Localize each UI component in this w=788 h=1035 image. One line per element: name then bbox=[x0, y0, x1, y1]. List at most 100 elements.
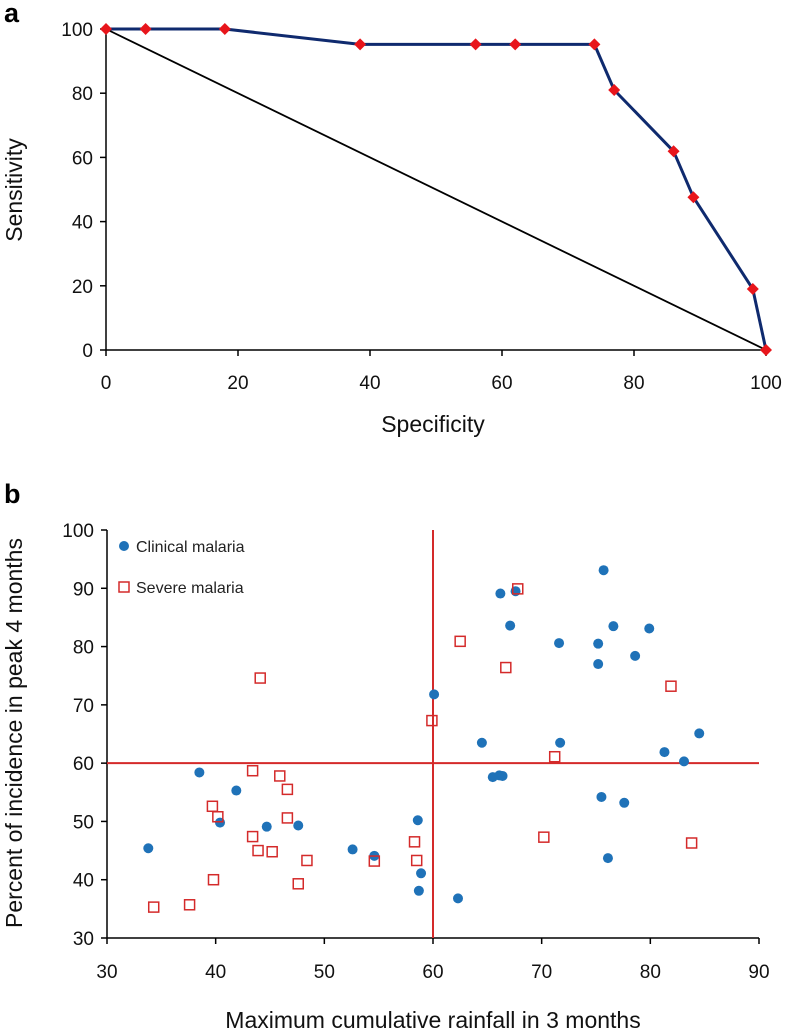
clinical-malaria-point bbox=[143, 843, 154, 854]
clinical-malaria-point bbox=[598, 565, 609, 576]
roc-markers bbox=[100, 23, 772, 356]
panel-b-x-label: Maximum cumulative rainfall in 3 months bbox=[225, 1007, 640, 1033]
clinical-malaria-point bbox=[644, 623, 655, 634]
clinical-malaria-point bbox=[495, 588, 506, 599]
clinical-malaria-point bbox=[261, 821, 272, 832]
roc-point bbox=[687, 191, 700, 204]
severe-malaria-point bbox=[292, 878, 305, 890]
legend-clinical-label: Clinical malaria bbox=[136, 539, 245, 556]
severe-malaria-point bbox=[408, 836, 421, 848]
clinical-malaria-point bbox=[554, 638, 565, 649]
panel-b-ticks: 30 40 50 60 70 80 90 30 40 50 60 70 80 90 100 bbox=[62, 521, 769, 983]
panel-b-y-tick-label: 70 bbox=[73, 696, 94, 717]
severe-malaria-point bbox=[410, 854, 423, 867]
panel-b-x-tick-label: 30 bbox=[96, 962, 117, 983]
panel-b-y-tick-label: 30 bbox=[73, 929, 94, 950]
roc-point bbox=[608, 83, 621, 96]
roc-point bbox=[509, 38, 522, 51]
scatter-points bbox=[143, 565, 705, 913]
clinical-malaria-point bbox=[476, 737, 487, 748]
clinical-malaria-point bbox=[293, 820, 304, 831]
panel-a-y-tick-label: 100 bbox=[61, 20, 93, 41]
severe-malaria-point bbox=[512, 583, 524, 595]
panel-a-y-tick-label: 20 bbox=[72, 277, 93, 298]
clinical-malaria-point bbox=[679, 756, 690, 767]
panel-a-y-tick-label: 40 bbox=[72, 213, 93, 234]
panel-b-y-tick-label: 100 bbox=[62, 521, 94, 542]
panel-b-label: b bbox=[4, 479, 21, 509]
panel-a-x-tick-label: 100 bbox=[750, 373, 782, 394]
severe-malaria-point bbox=[548, 750, 561, 763]
legend-clinical-marker bbox=[119, 541, 129, 551]
clinical-malaria-point bbox=[497, 770, 508, 781]
clinical-malaria-point bbox=[630, 650, 641, 661]
clinical-malaria-point bbox=[231, 785, 242, 796]
panel-b-x-tick-label: 70 bbox=[531, 962, 552, 983]
clinical-malaria-point bbox=[555, 737, 566, 748]
severe-malaria-point bbox=[685, 837, 698, 849]
panel-b-x-tick-label: 60 bbox=[422, 962, 443, 983]
severe-malaria-point bbox=[274, 770, 286, 782]
legend-severe-label: Severe malaria bbox=[136, 580, 244, 597]
roc-curve-line bbox=[106, 27, 768, 351]
reference-diagonal-line bbox=[105, 28, 767, 351]
severe-malaria-point bbox=[183, 899, 196, 911]
severe-malaria-point bbox=[301, 854, 313, 867]
clinical-malaria-point bbox=[596, 791, 607, 802]
severe-malaria-point bbox=[266, 845, 278, 858]
panel-b: b 30 40 50 60 70 80 90 30 40 50 60 70 80 90 100 Maximu… bbox=[1, 479, 770, 1033]
panel-b-x-tick-label: 50 bbox=[314, 962, 335, 983]
roc-point bbox=[100, 23, 112, 35]
panel-a-y-label: Sensitivity bbox=[1, 138, 27, 242]
legend: Clinical malaria Severe malaria bbox=[118, 539, 245, 597]
severe-malaria-point bbox=[206, 800, 219, 813]
panel-a-x-tick-label: 40 bbox=[359, 373, 380, 394]
clinical-malaria-point bbox=[429, 689, 440, 700]
legend-severe-marker bbox=[118, 581, 130, 593]
panel-b-y-tick-label: 90 bbox=[73, 579, 94, 600]
severe-malaria-point bbox=[454, 635, 466, 648]
clinical-malaria-point bbox=[602, 853, 613, 864]
roc-point bbox=[218, 23, 231, 35]
panel-a-x-tick-label: 80 bbox=[623, 373, 644, 394]
clinical-malaria-point bbox=[416, 868, 427, 879]
panel-b-y-tick-label: 60 bbox=[73, 754, 94, 775]
clinical-malaria-point bbox=[452, 893, 463, 904]
panel-b-y-tick-label: 50 bbox=[73, 812, 94, 833]
severe-malaria-point bbox=[147, 901, 160, 913]
panel-b-x-tick-label: 90 bbox=[748, 962, 769, 983]
panel-a-x-tick-label: 20 bbox=[227, 373, 248, 394]
clinical-malaria-point bbox=[593, 638, 604, 649]
severe-malaria-point bbox=[281, 812, 294, 824]
clinical-malaria-point bbox=[194, 767, 205, 778]
clinical-malaria-point bbox=[619, 797, 630, 808]
roc-point bbox=[667, 145, 680, 158]
clinical-malaria-point bbox=[412, 815, 423, 826]
roc-point bbox=[588, 38, 601, 51]
roc-point bbox=[746, 283, 759, 296]
clinical-malaria-point bbox=[659, 747, 670, 758]
roc-point bbox=[469, 38, 482, 51]
panel-b-x-tick-label: 40 bbox=[205, 962, 226, 983]
clinical-malaria-point bbox=[593, 659, 604, 670]
panel-b-y-label: Percent of incidence in peak 4 months bbox=[1, 538, 27, 928]
clinical-malaria-point bbox=[413, 885, 424, 896]
severe-malaria-point bbox=[252, 844, 264, 857]
panel-a-x-label: Specificity bbox=[381, 411, 485, 437]
panel-a-x-tick-label: 0 bbox=[101, 373, 112, 394]
severe-malaria-point bbox=[665, 680, 677, 692]
severe-malaria-point bbox=[281, 783, 294, 796]
clinical-malaria-point bbox=[347, 844, 358, 855]
clinical-malaria-point bbox=[608, 621, 619, 632]
panel-a-label: a bbox=[4, 0, 20, 28]
severe-malaria-point bbox=[212, 811, 224, 823]
severe-malaria-point bbox=[426, 714, 438, 727]
panel-a-ticks: 0 20 40 60 80 100 0 20 40 60 80 100 bbox=[61, 20, 782, 394]
severe-malaria-point bbox=[246, 764, 259, 777]
panel-b-x-tick-label: 80 bbox=[640, 962, 661, 983]
roc-point bbox=[354, 38, 367, 51]
roc-point bbox=[139, 23, 152, 35]
panel-b-y-tick-label: 40 bbox=[73, 871, 94, 892]
clinical-malaria-point bbox=[505, 620, 516, 631]
clinical-malaria-point bbox=[694, 728, 705, 739]
